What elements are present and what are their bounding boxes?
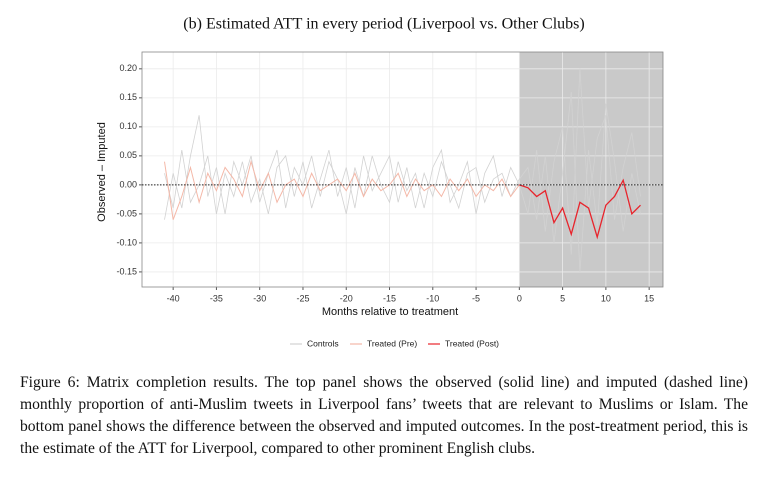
x-tick-label: -25 [296, 293, 309, 303]
x-axis-title: Months relative to treatment [322, 306, 458, 318]
x-tick-label: 10 [601, 293, 611, 303]
legend-label: Treated (Pre) [367, 338, 417, 348]
y-tick-label: 0.15 [119, 92, 137, 102]
legend-label: Controls [307, 338, 339, 348]
plot-frame [141, 51, 664, 288]
y-tick-label: 0.10 [119, 121, 137, 131]
y-axis-title: Observed – Imputed [96, 122, 108, 222]
x-tick-label: -5 [472, 293, 480, 303]
x-tick-label: -10 [426, 293, 439, 303]
chart-title: (b) Estimated ATT in every period (Liver… [183, 16, 584, 33]
y-tick-label: -0.15 [116, 266, 137, 276]
y-tick-label: 0.00 [119, 179, 137, 189]
x-tick-label: 15 [644, 293, 654, 303]
x-tick-label: 0 [517, 293, 522, 303]
data-line [519, 178, 641, 240]
x-tick-label: -30 [253, 293, 266, 303]
x-tick-label: -35 [210, 293, 223, 303]
x-tick-label: -20 [340, 293, 353, 303]
x-tick-label: 5 [560, 293, 565, 303]
data-line [164, 68, 641, 255]
y-tick-label: -0.05 [116, 208, 137, 218]
legend-label: Treated (Post) [445, 338, 499, 348]
y-tick-label: 0.20 [119, 63, 137, 73]
y-tick-label: -0.10 [116, 237, 137, 247]
chart: (b) Estimated ATT in every period (Liver… [96, 16, 664, 348]
x-tick-label: -15 [383, 293, 396, 303]
data-line [164, 159, 520, 220]
figure-caption: Figure 6: Matrix completion results. The… [20, 374, 748, 457]
x-tick-label: -40 [167, 293, 180, 303]
y-tick-label: 0.05 [119, 150, 137, 160]
